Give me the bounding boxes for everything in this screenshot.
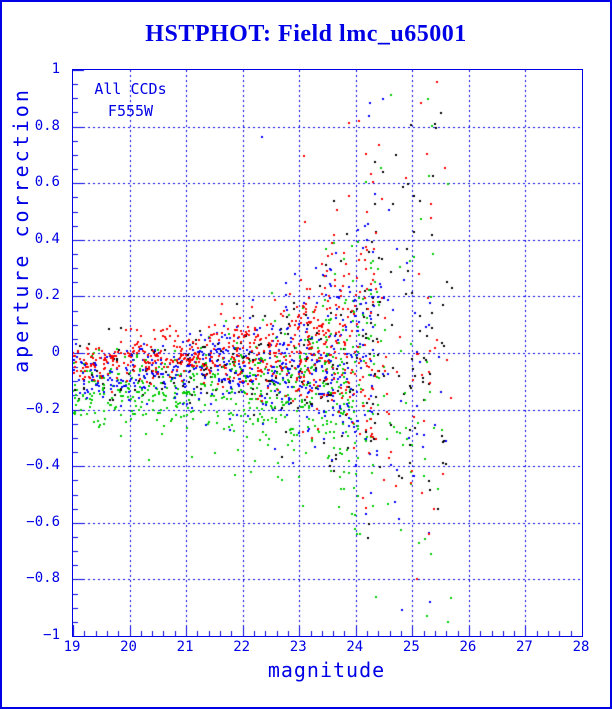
x-tick-label: 22 (233, 639, 251, 655)
x-tick-label: 25 (402, 639, 420, 655)
y-tick-label: −0.2 (26, 400, 60, 417)
annotation-filter: F555W (107, 102, 154, 120)
x-axis-label: magnitude (267, 658, 386, 682)
x-tick-label: 20 (120, 639, 137, 655)
x-tick-label: 27 (516, 639, 533, 655)
y-tick-label: −0.6 (26, 513, 60, 530)
x-tick-label: 28 (572, 639, 590, 655)
y-tick-label: 0.2 (34, 287, 60, 304)
x-tick-label: 19 (63, 639, 81, 655)
annotation-all-ccds: All CCDs (94, 80, 167, 98)
y-tick-label: 0.6 (34, 174, 60, 191)
scatter-canvas (73, 70, 582, 636)
y-tick-label: 0 (51, 344, 60, 360)
y-tick-label: −0.4 (26, 457, 60, 474)
y-tick-label: −1 (43, 627, 60, 643)
plot-area: All CCDs F555W (72, 69, 583, 637)
y-tick-label: −0.8 (26, 570, 60, 587)
y-tick-label: 0.8 (34, 117, 60, 134)
page-title: HSTPHOT: Field lmc_u65001 (145, 21, 467, 47)
x-tick-label: 24 (346, 639, 364, 655)
y-tick-label: 0.4 (34, 230, 60, 247)
y-tick-label: 1 (51, 61, 60, 77)
x-tick-label: 26 (459, 639, 477, 655)
x-tick-label: 21 (176, 639, 194, 655)
x-tick-label: 23 (289, 639, 307, 655)
